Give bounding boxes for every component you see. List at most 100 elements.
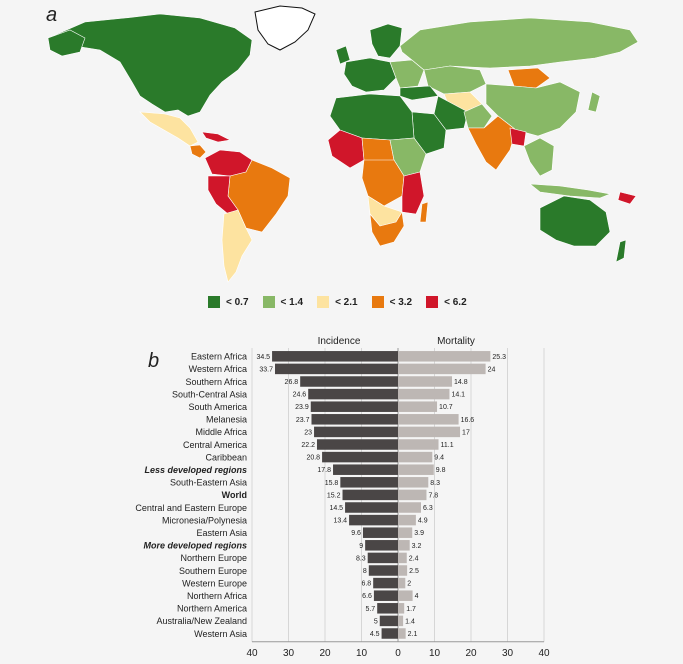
category-label: Eastern Africa [191,352,247,362]
map-iran [433,95,469,131]
incidence-bar [314,426,398,438]
incidence-bar [322,451,398,463]
mortality-bar [398,376,453,387]
world-map [47,5,639,283]
incidence-bar [362,527,398,538]
mortality-value-label: 8.3 [430,480,440,487]
incidence-value-label: 34.5 [256,354,270,361]
incidence-value-label: 9 [359,543,363,550]
incidence-bar [316,439,398,450]
x-tick-label: 20 [465,648,477,659]
incidence-value-label: 5.7 [365,606,375,613]
category-label: Western Asia [194,629,247,639]
incidence-bar [340,477,398,488]
category-label: Eastern Asia [196,528,247,538]
mortality-bar [398,628,406,639]
incidence-bar [310,401,398,412]
mortality-value-label: 1.4 [405,618,415,625]
mortality-bar [398,527,413,538]
mortality-bar [398,489,427,501]
map-pakistan-afghanistan [463,103,493,129]
mortality-bar [398,351,491,362]
category-label: Northern America [177,604,247,614]
map-south-africa [369,211,405,247]
mortality-value-label: 9.8 [436,467,446,474]
category-label: Northern Europe [180,553,247,563]
category-label: Northern Africa [187,591,247,601]
x-tick-label: 0 [395,648,401,659]
map-greenland [254,5,316,51]
panel-a-label: a [46,4,58,26]
category-label: Australia/New Zealand [156,616,247,626]
mortality-value-label: 2.5 [409,568,419,575]
map-east-africa [401,171,425,215]
incidence-bar [311,414,398,425]
category-label: Southern Europe [179,566,247,576]
legend-label: < 6.2 [444,296,467,308]
mortality-bar [398,464,434,475]
x-axis: 40 30 20 10 0 10 20 30 40 [246,641,550,659]
incidence-value-label: 24.6 [293,392,307,399]
mortality-value-label: 2.1 [408,631,418,638]
legend-label: < 3.2 [389,296,413,308]
legend-swatch [371,296,384,308]
map-png [617,191,637,205]
x-tick-label: 40 [538,648,550,659]
map-southern-cone [221,209,253,283]
mortality-bar [398,615,404,627]
incidence-bar [274,363,398,375]
legend-label: < 2.1 [335,296,358,308]
mortality-value-label: 3.9 [414,530,424,537]
mortality-value-label: 4.9 [418,518,428,525]
category-label: Middle Africa [195,427,247,437]
category-label: Central America [183,440,247,450]
legend-label: < 0.7 [226,296,249,308]
legend-item: < 1.4 [262,296,303,308]
legend-swatch [262,296,275,308]
incidence-value-label: 20.8 [306,455,320,462]
map-mongolia [507,67,551,89]
map-india [467,115,517,171]
map-indochina [523,137,555,177]
incidence-bar [379,615,398,627]
incidence-value-label: 4.5 [370,631,380,638]
incidence-bar [365,540,398,551]
mortality-value-label: 2.4 [409,555,419,562]
category-label: Melanesia [206,415,247,425]
mortality-bar [398,514,416,526]
mortality-bar [398,439,439,450]
mortality-bar [398,451,433,463]
incidence-bar [377,603,398,614]
incidence-bar [345,502,398,513]
incidence-bar [308,388,398,400]
map-mexico [139,111,199,147]
incidence-value-label: 23 [304,429,312,436]
incidence-value-label: 8 [363,568,367,575]
category-label: Southern Africa [185,377,247,387]
mortality-value-label: 16.6 [461,417,475,424]
incidence-bar [333,464,398,475]
mortality-bar [398,502,421,513]
category-label: Western Africa [189,364,247,374]
mortality-bar [398,414,459,425]
map-central-america [189,144,207,159]
incidence-value-label: 23.7 [296,417,310,424]
incidence-bar [272,351,398,362]
mortality-bar [398,577,406,589]
map-alaska [47,29,86,57]
x-tick-label: 30 [502,648,514,659]
map-middle-africa [361,159,405,207]
mortality-bar [398,401,438,412]
category-labels: Eastern Africa Western Africa Southern Afr… [135,352,247,639]
mortality-bar [398,477,429,488]
incidence-bar [349,514,398,526]
legend-swatch [317,296,330,308]
category-label: Central and Eastern Europe [135,503,247,513]
mortality-header: Mortality [437,336,475,347]
mortality-value-label: 7.8 [428,492,438,499]
incidence-value-label: 17.8 [317,467,331,474]
incidence-bar [381,628,398,639]
incidence-value-label: 26.8 [285,379,299,386]
x-tick-label: 20 [319,648,331,659]
